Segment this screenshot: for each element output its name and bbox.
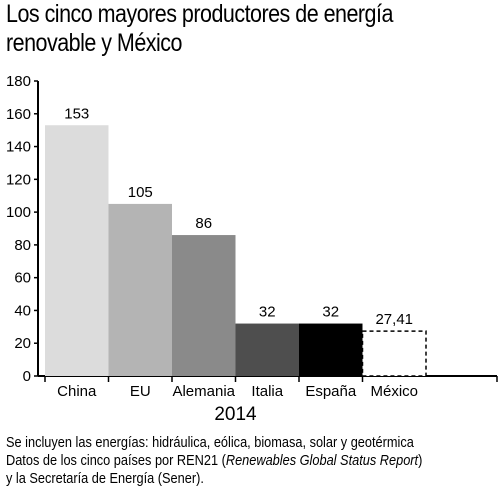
bar-espana [299, 323, 363, 376]
bar-mexico [361, 330, 427, 377]
y-tick-label-180: 180 [6, 73, 31, 90]
y-tick-label-80: 80 [14, 237, 31, 254]
chart-title-line-2: renovable y México [6, 29, 182, 57]
y-tick-label-120: 120 [6, 171, 31, 188]
value-label-china: 153 [64, 105, 89, 122]
value-label-alemania: 86 [195, 215, 212, 232]
category-label-alemania: Alemania [172, 383, 235, 400]
chart-title: Los cinco mayores productores de energía… [6, 0, 427, 58]
chart-title-line-1: Los cinco mayores productores de energía [6, 0, 393, 28]
y-tick-label-0: 0 [23, 368, 31, 385]
bar-china [45, 125, 109, 376]
value-label-eu: 105 [128, 184, 153, 201]
y-tick-label-20: 20 [14, 335, 31, 352]
note-line-2: Datos de los cinco países por REN21 (Ren… [6, 452, 499, 470]
category-label-espana: España [305, 383, 357, 400]
value-label-italia: 32 [259, 304, 276, 321]
y-tick-label-160: 160 [6, 106, 31, 123]
y-tick-label-140: 140 [6, 139, 31, 156]
note-line-3: y la Secretaría de Energía (Sener). [6, 471, 204, 487]
category-label-italia: Italia [251, 383, 283, 400]
category-label-eu: EU [130, 383, 151, 400]
bar-chart: 0 20 40 60 80 100 120 140 160 180 153 China 105 EU 86 A… [6, 73, 498, 425]
bar-italia [235, 323, 299, 376]
value-label-espana: 32 [322, 304, 339, 321]
x-axis-title: 2014 [214, 404, 257, 425]
chart-notes: Se incluyen las energías: hidráulica, eó… [6, 434, 499, 488]
y-tick-label-40: 40 [14, 302, 31, 319]
y-tick-label-60: 60 [14, 270, 31, 287]
y-tick-label-100: 100 [6, 204, 31, 221]
note-line-2-report-name: Renewables Global Status Report [225, 453, 419, 469]
note-line-2-pre: Datos de los cinco países por REN21 ( [6, 453, 226, 469]
note-line-2-post: ) [418, 453, 423, 469]
bar-eu [108, 203, 172, 376]
note-line-1: Se incluyen las energías: hidráulica, eó… [6, 435, 414, 451]
category-label-china: China [57, 383, 97, 400]
value-label-mexico: 27,41 [375, 311, 413, 328]
bar-alemania [172, 235, 236, 376]
category-label-mexico: México [370, 383, 418, 400]
